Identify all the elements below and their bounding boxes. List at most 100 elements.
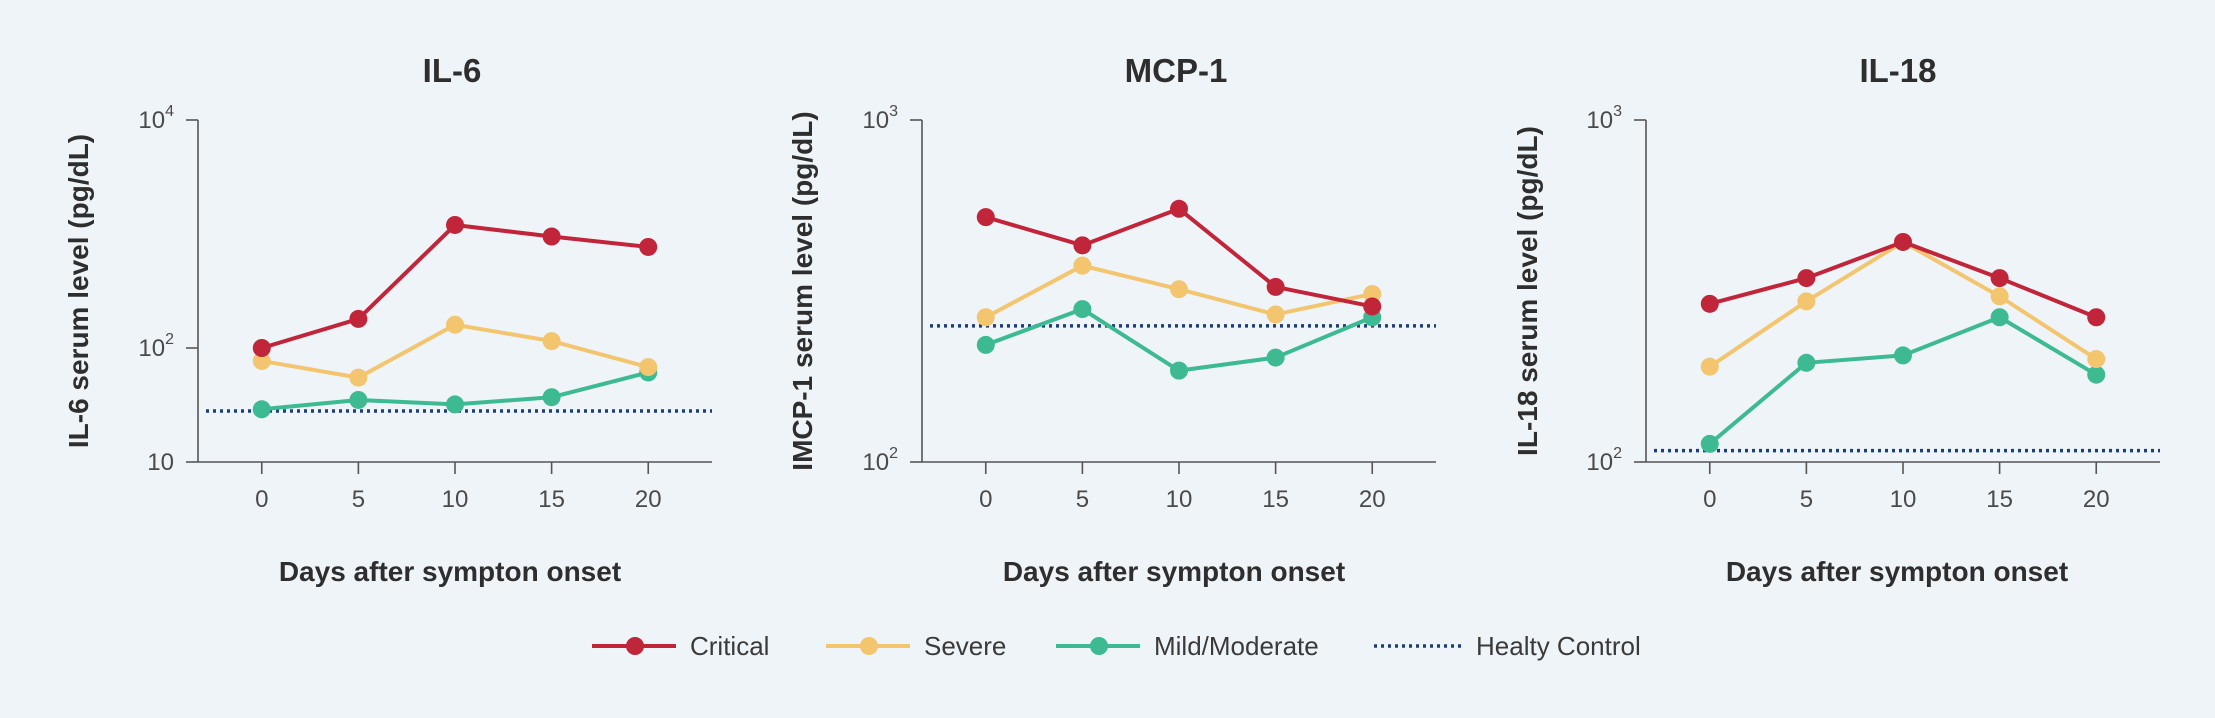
series-mild-moderate: [252, 363, 658, 419]
legend-item-severe: Severe: [826, 631, 1006, 661]
data-point: [1266, 348, 1285, 367]
x-tick-label: 15: [1262, 486, 1289, 513]
y-axis-label: IL-18 serum level (pg/dL): [1512, 126, 1543, 456]
legend-label: Mild/Moderate: [1154, 631, 1319, 661]
legend-marker: [1090, 637, 1108, 655]
x-tick-label: 0: [255, 486, 268, 513]
data-point: [1990, 308, 2009, 327]
x-tick-label: 0: [979, 486, 992, 513]
data-point: [1170, 280, 1188, 299]
chart-title: IL-18: [1859, 52, 1936, 89]
data-point: [252, 351, 271, 370]
data-point: [252, 339, 271, 357]
data-point: [1700, 434, 1719, 453]
series-line: [1708, 315, 2098, 446]
data-point: [1797, 353, 1816, 372]
series-critical: [976, 199, 1382, 316]
data-point: [976, 308, 995, 327]
x-axis-label: Days after sympton onset: [1003, 556, 1345, 587]
legend: Critical Severe Mild/Moderate Healty Contro…: [592, 631, 1641, 661]
series-mild-moderate: [1700, 308, 2106, 453]
legend-item-healty-control: Healty Control: [1374, 631, 1641, 661]
y-tick-label: 103: [862, 103, 898, 134]
data-point: [1797, 269, 1816, 288]
data-point: [349, 390, 368, 409]
x-tick-label: 0: [1703, 486, 1716, 513]
data-point: [542, 332, 561, 351]
data-point: [349, 368, 368, 387]
data-point: [639, 358, 658, 377]
data-point: [446, 395, 464, 414]
data-point: [2087, 350, 2106, 369]
data-point: [976, 208, 995, 227]
y-axis-label: IMCP-1 serum level (pg/dL): [787, 111, 818, 470]
x-tick-label: 5: [1800, 486, 1813, 513]
x-tick-label: 5: [352, 486, 365, 513]
series-critical: [252, 215, 658, 357]
legend-label: Severe: [924, 631, 1006, 661]
x-tick-label: 10: [1890, 486, 1917, 513]
x-tick-label: 10: [1166, 486, 1193, 513]
panel-il-6: IL-6 IL-6 serum level (pg/dL) Days after s…: [63, 52, 712, 587]
data-point: [349, 309, 368, 328]
data-point: [1363, 284, 1382, 303]
x-tick-label: 5: [1076, 486, 1089, 513]
y-tick-label: 10: [147, 449, 174, 476]
legend-marker: [626, 637, 644, 655]
series-critical: [1700, 232, 2106, 327]
y-tick-label: 102: [138, 331, 174, 362]
panel-mcp-1: MCP-1 IMCP-1 serum level (pg/dL) Days afte…: [787, 52, 1436, 587]
y-tick-label: 102: [862, 445, 898, 476]
legend-marker: [860, 637, 878, 655]
chart-title: MCP-1: [1125, 52, 1228, 89]
legend-item-mild-moderate: Mild/Moderate: [1056, 631, 1319, 661]
data-point: [446, 315, 464, 334]
data-point: [1170, 199, 1188, 218]
data-point: [2087, 365, 2106, 384]
series-line: [985, 307, 1374, 373]
y-tick-label: 104: [138, 103, 174, 134]
panel-il-18: IL-18 IL-18 serum level (pg/dL) Days after…: [1512, 52, 2160, 587]
data-point: [1266, 277, 1285, 296]
x-tick-label: 20: [635, 486, 662, 513]
data-point: [1797, 292, 1816, 311]
data-point: [976, 335, 995, 354]
data-point: [1073, 236, 1092, 255]
x-tick-label: 20: [1359, 486, 1386, 513]
data-point: [1700, 357, 1719, 376]
series-severe: [252, 315, 658, 387]
data-point: [1073, 300, 1092, 319]
data-point: [639, 237, 658, 256]
y-tick-label: 103: [1586, 103, 1622, 134]
x-tick-label: 10: [442, 486, 469, 513]
data-point: [1990, 287, 2009, 306]
series-severe: [976, 256, 1382, 327]
x-tick-label: 20: [2083, 486, 2110, 513]
x-tick-label: 15: [538, 486, 565, 513]
y-tick-label: 102: [1586, 445, 1622, 476]
legend-item-critical: Critical: [592, 631, 769, 661]
y-axis-label: IL-6 serum level (pg/dL): [63, 134, 94, 448]
data-point: [1894, 232, 1912, 251]
data-point: [1363, 297, 1382, 316]
data-point: [1073, 256, 1092, 275]
x-axis-label: Days after sympton onset: [1726, 556, 2068, 587]
data-point: [1700, 294, 1719, 313]
data-point: [542, 227, 561, 246]
chart-title: IL-6: [423, 52, 482, 89]
data-point: [1266, 305, 1285, 324]
legend-label: Critical: [690, 631, 769, 661]
data-point: [1990, 269, 2009, 288]
series-mild-moderate: [976, 300, 1382, 380]
series-line: [1709, 239, 2097, 320]
data-point: [1170, 361, 1188, 380]
data-point: [1894, 346, 1912, 365]
x-tick-label: 15: [1986, 486, 2013, 513]
data-point: [2087, 308, 2106, 327]
data-point: [542, 388, 561, 407]
x-axis-label: Days after sympton onset: [279, 556, 621, 587]
chart-panels: IL-6 IL-6 serum level (pg/dL) Days after s…: [63, 52, 2160, 587]
data-point: [252, 400, 271, 419]
legend-label: Healty Control: [1476, 631, 1641, 661]
